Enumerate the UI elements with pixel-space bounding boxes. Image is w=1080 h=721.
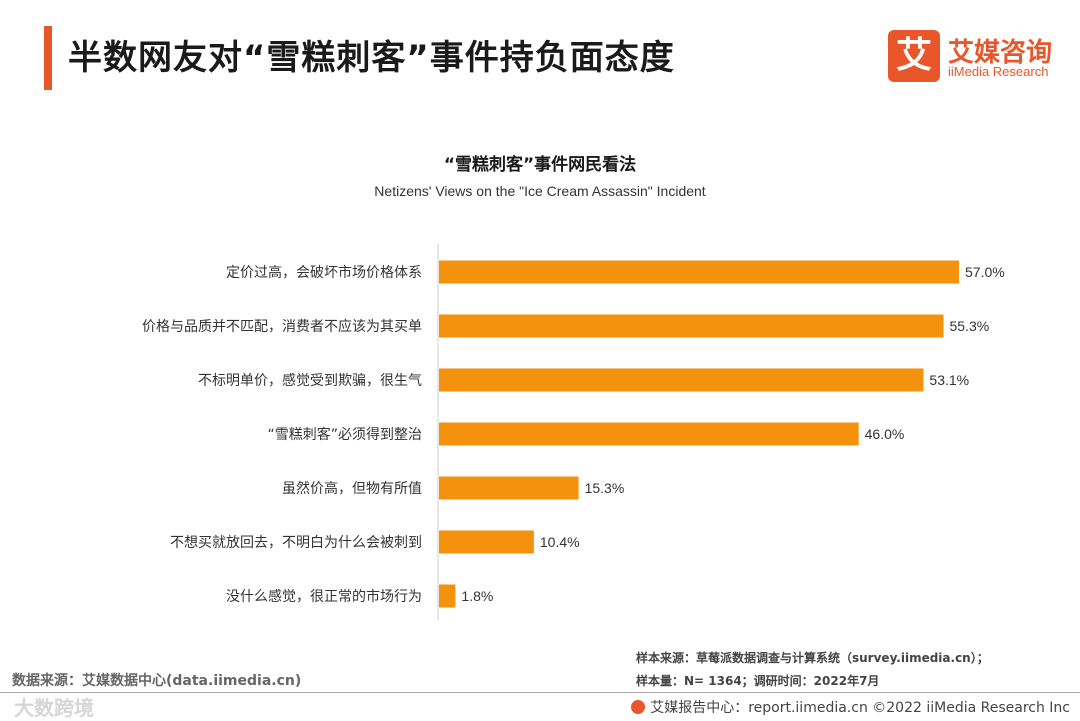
data-label: 1.8% [461,588,493,604]
category-label: 没什么感觉，很正常的市场行为 [226,588,422,605]
title-accent-bar [44,26,52,90]
brand-logo: 艾 [888,30,940,82]
category-label: 不想买就放回去，不明白为什么会被刺到 [170,535,422,551]
bar [439,476,579,500]
data-label: 46.0% [865,426,905,442]
category-label: “雪糕刺客”必须得到整治 [267,426,422,443]
bar [439,530,534,554]
chart-title: “雪糕刺客”事件网民看法 [443,155,637,175]
data-label: 57.0% [965,264,1005,280]
footer-divider [0,692,1080,693]
bar [439,584,456,608]
bar [439,422,859,446]
data-label: 53.1% [929,372,969,388]
bar [439,368,924,392]
data-label: 55.3% [949,318,989,334]
category-label: 价格与品质并不匹配，消费者不应该为其买单 [142,318,422,335]
category-label: 不标明单价，感觉受到欺骗，很生气 [198,372,422,389]
bar [439,314,944,338]
report-center-icon [631,700,646,714]
report-center-footer: 艾媒报告中心：report.iimedia.cn ©2022 iiMedia R… [631,697,1070,717]
bar [439,260,959,284]
brand-name-en: iiMedia Research [948,64,1049,79]
category-label: 定价过高，会破坏市场价格体系 [226,264,422,281]
report-center-text: 艾媒报告中心：report.iimedia.cn ©2022 iiMedia R… [650,700,1070,716]
sample-source: 样本来源：草莓派数据调查与计算系统（survey.iimedia.cn）； [636,651,989,665]
category-label: 虽然价高，但物有所值 [282,480,422,497]
data-label: 10.4% [540,534,580,550]
brand-name-cn: 艾媒咨询 [948,38,1053,68]
watermark: 大数跨境 [14,696,94,720]
chart-subtitle: Netizens' Views on the "Ice Cream Assass… [374,183,706,199]
data-source: 数据来源：艾媒数据中心(data.iimedia.cn) [12,673,302,689]
brand: 艾 艾媒咨询 iiMedia Research [888,30,1060,84]
data-label: 15.3% [585,480,625,496]
sample-size: 样本量：N= 1364；调研时间：2022年7月 [636,674,880,688]
page-title: 半数网友对“雪糕刺客”事件持负面态度 [68,38,675,78]
